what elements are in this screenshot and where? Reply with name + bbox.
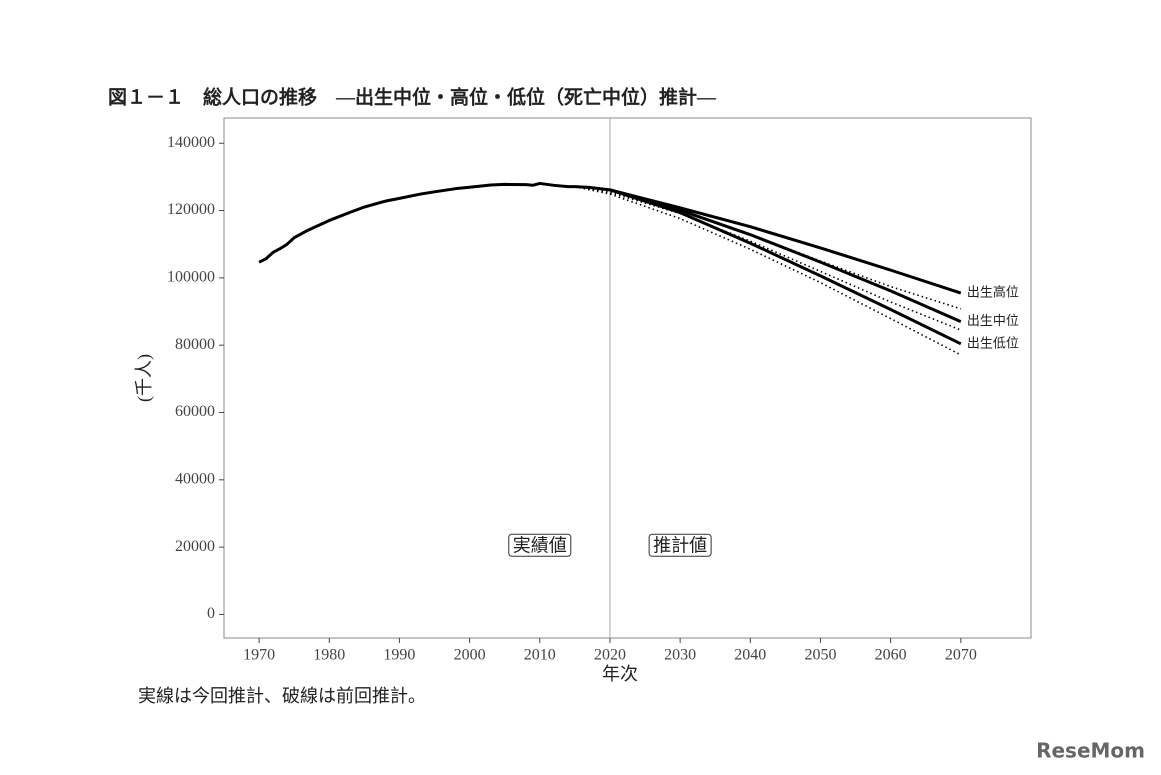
plot-frame [223,117,1032,639]
footnote: 実線は今回推計、破線は前回推計。 [138,686,426,706]
series-label: 出生中位 [967,314,1019,329]
x-tick-label: 2070 [945,647,977,664]
x-tick-label: 2040 [734,647,766,664]
x-tick-label: 1980 [313,647,345,664]
y-tick-label: 140000 [167,134,215,151]
watermark: ReseMom [1036,739,1145,763]
annotation: 推計値 [653,535,707,555]
y-tick-label: 120000 [167,201,215,218]
series-label: 出生低位 [967,336,1019,351]
y-tick-label: 80000 [175,336,215,353]
series-line [574,185,962,356]
annotation-box [648,533,712,557]
series-line [574,185,962,310]
x-tick-label: 2010 [524,647,556,664]
y-tick-label: 40000 [175,470,215,487]
series-label: 出生高位 [967,285,1019,301]
x-axis-label: 年次 [602,664,638,684]
y-tick-label: 0 [207,605,215,622]
series-line [574,185,962,331]
annotation: 実績値 [513,535,567,555]
x-tick-label: 1970 [243,647,275,664]
x-tick-label: 2030 [664,647,696,664]
series-line [609,188,962,346]
x-tick-label: 1990 [383,647,415,664]
annotation-box [508,533,572,557]
series-line [258,181,611,264]
x-tick-label: 2060 [875,647,907,664]
y-tick-label: 60000 [175,403,215,420]
x-tick-label: 2050 [804,647,836,664]
series-line [609,188,962,295]
chart-title: 図１－１ 総人口の推移 —出生中位・高位・低位（死亡中位）推計— [108,85,717,108]
x-tick-label: 2020 [594,647,626,664]
x-tick-label: 2000 [454,647,486,664]
y-tick-label: 100000 [167,269,215,286]
series-line [609,188,962,324]
y-axis-label: (千人) [134,354,155,402]
y-tick-label: 20000 [175,538,215,555]
